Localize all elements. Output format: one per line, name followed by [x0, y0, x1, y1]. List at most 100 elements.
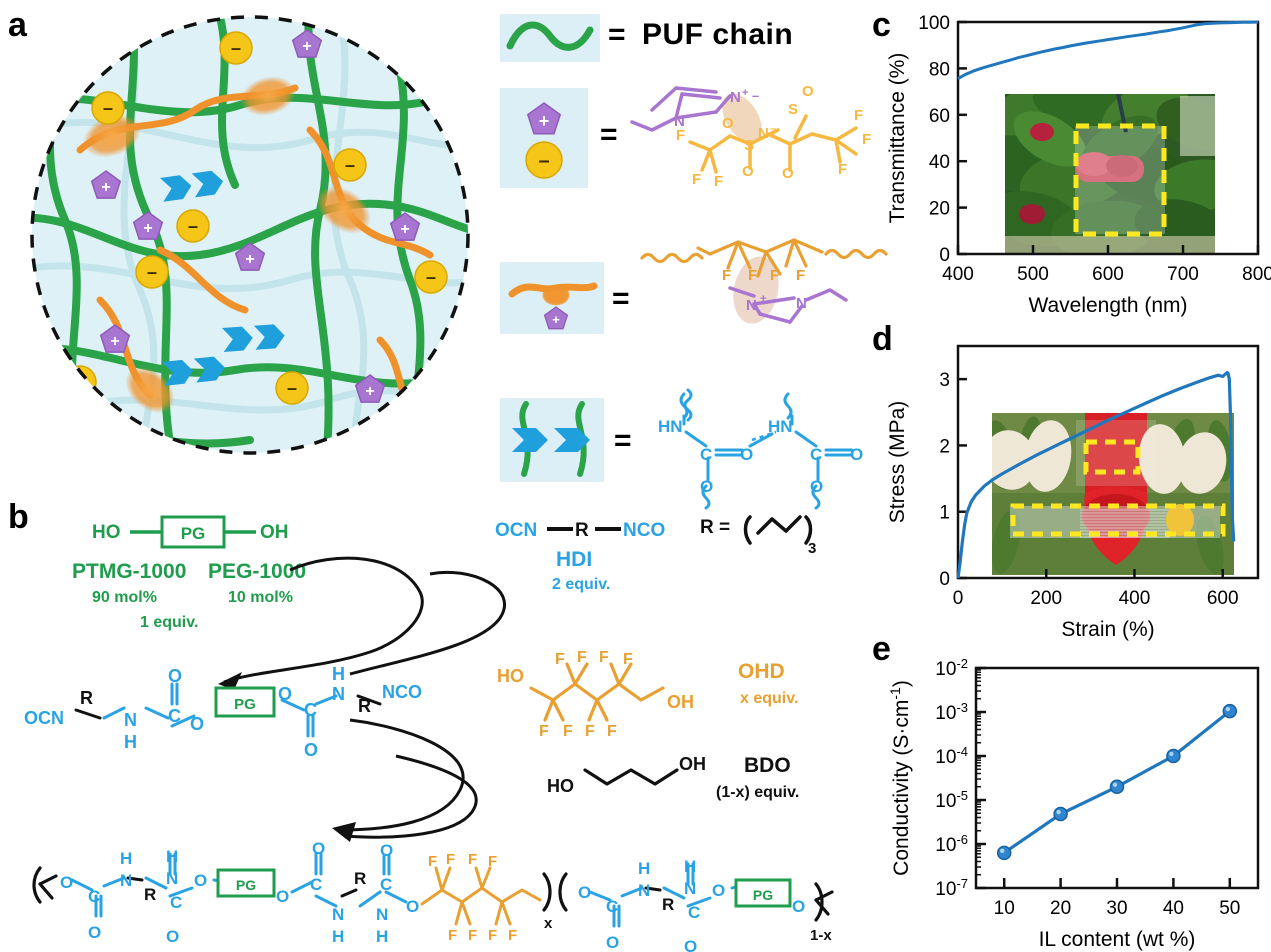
svg-text:O: O — [276, 887, 289, 906]
svg-text:O: O — [380, 841, 393, 860]
svg-text:+: + — [552, 312, 560, 327]
panel-d-xlabel: Strain (%) — [1061, 618, 1154, 641]
svg-text:O: O — [712, 881, 725, 900]
svg-text:R: R — [662, 895, 674, 914]
svg-text:–: – — [770, 123, 776, 135]
panel-d-ylabel: Stress (MPa) — [886, 401, 909, 524]
svg-text:H: H — [332, 927, 344, 946]
svg-text:O: O — [166, 927, 179, 946]
svg-text:H: H — [684, 857, 696, 876]
panel-label-b: b — [8, 498, 29, 536]
svg-text:N: N — [796, 295, 807, 312]
panel-c-xtick: 700 — [1167, 264, 1199, 285]
panel-d-ytick: 0 — [939, 569, 950, 590]
svg-text:+: + — [365, 383, 374, 400]
svg-text:F: F — [446, 851, 455, 868]
svg-text:O: O — [60, 873, 73, 892]
svg-text:H: H — [166, 847, 178, 866]
svg-text:+: + — [539, 111, 550, 131]
panel-c-inset-photo — [1005, 94, 1215, 254]
svg-text:C: C — [304, 700, 317, 720]
svg-text:F: F — [488, 853, 497, 870]
svg-text:NCO: NCO — [623, 520, 665, 541]
svg-text:HN: HN — [658, 417, 683, 436]
svg-text:–: – — [103, 98, 113, 118]
svg-text:R: R — [354, 869, 366, 888]
svg-text:F: F — [563, 723, 573, 740]
panel-c-xlabel: Wavelength (nm) — [1028, 294, 1187, 317]
panel-d-axes-frame — [956, 344, 1260, 580]
svg-text:R: R — [575, 520, 589, 541]
panel-c-data-line — [957, 20, 1259, 80]
svg-text:F: F — [599, 649, 609, 666]
svg-text:R: R — [80, 688, 93, 708]
reagent-hdi-name: HDI — [556, 548, 593, 571]
panel-d-xtick: 200 — [1030, 588, 1062, 609]
svg-text:O: O — [278, 684, 292, 704]
svg-text:O: O — [684, 937, 697, 952]
svg-text:O: O — [700, 477, 713, 496]
svg-text:N: N — [120, 871, 132, 890]
panel-c-ytick: 100 — [918, 13, 950, 34]
svg-text:F: F — [623, 651, 633, 668]
svg-text:N: N — [674, 113, 685, 130]
ionic-liquid-structure: N N + – N – S S O O O O F F F F F F — [630, 58, 890, 208]
svg-text:+: + — [110, 333, 119, 350]
svg-text:OCN: OCN — [495, 520, 537, 541]
svg-text:N: N — [758, 125, 769, 142]
reagent-hdi-structure: OCN R NCO — [495, 510, 695, 550]
svg-text:O: O — [782, 165, 794, 182]
panel-e-ytick: 10-2 — [935, 656, 968, 680]
panel-c-xtick: 500 — [1017, 264, 1049, 285]
panel-d-xtick: 600 — [1207, 588, 1239, 609]
polymer-product-structure: O C O N H R N H C O O PG O C O N H R N H… — [10, 830, 860, 952]
panel-c-xtick: 400 — [942, 264, 974, 285]
svg-text:N: N — [166, 869, 178, 888]
panel-e-data-point — [1166, 748, 1181, 764]
svg-text:+: + — [245, 251, 254, 268]
panel-e-conductivity-chart: 10-7 10-6 10-5 10-4 10-3 10-2 10 20 30 40 50 IL con… — [880, 636, 1270, 951]
subscript-x: x — [544, 915, 553, 932]
legend-item-hydrogen-bond — [500, 398, 604, 482]
svg-text:R: R — [144, 885, 156, 904]
svg-text:F: F — [838, 161, 847, 178]
panel-d-xtick: 0 — [953, 588, 964, 609]
panel-d-ytick: 1 — [939, 503, 950, 524]
panel-e-ytick: 10-7 — [935, 876, 968, 900]
svg-text:HN: HN — [768, 417, 793, 436]
anion-circle-icon: – — [525, 141, 563, 179]
svg-text:C: C — [88, 887, 100, 906]
panel-e-data-point-highlight — [1056, 809, 1061, 815]
panel-e-xtick: 10 — [994, 898, 1015, 919]
svg-text:C: C — [310, 875, 322, 894]
panel-e-data-point — [1053, 806, 1068, 822]
reagent-peg-name: PEG-1000 — [208, 560, 307, 583]
panel-d-data-line — [956, 370, 1236, 579]
panel-e-ytick: 10-6 — [935, 832, 968, 856]
panel-e-xtick: 40 — [1163, 898, 1184, 919]
green-wave-icon — [506, 21, 594, 51]
legend-equals-fluorinated: = — [612, 282, 630, 315]
svg-text:O: O — [406, 897, 419, 916]
legend-label-puf-chain: PUF chain — [642, 18, 794, 51]
svg-text:F: F — [555, 651, 565, 668]
panel-e-ytick: 10-5 — [935, 788, 968, 812]
svg-text:R: R — [358, 696, 371, 716]
svg-text:OCN: OCN — [24, 708, 64, 728]
svg-text:O: O — [810, 477, 823, 496]
panel-e-ytick: 10-4 — [935, 744, 968, 768]
svg-text:O: O — [802, 83, 814, 100]
panel-label-a: a — [8, 6, 27, 44]
svg-text:O: O — [312, 839, 325, 858]
panel-e-xtick: 30 — [1106, 898, 1127, 919]
panel-e-ylabel: Conductivity (S·cm-1) — [887, 680, 913, 876]
panel-e-data-point-highlight — [1112, 782, 1118, 787]
svg-text:O: O — [304, 740, 318, 760]
svg-text:F: F — [468, 927, 477, 944]
panel-c-ylabel: Transmittance (%) — [886, 53, 909, 224]
svg-text:O: O — [168, 666, 182, 686]
svg-text:F: F — [488, 927, 497, 944]
inset-highlight-box-top — [1083, 439, 1141, 475]
panel-d-ytick: 3 — [939, 370, 950, 391]
reagent-ptmg-mol: 90 mol% — [92, 589, 157, 606]
